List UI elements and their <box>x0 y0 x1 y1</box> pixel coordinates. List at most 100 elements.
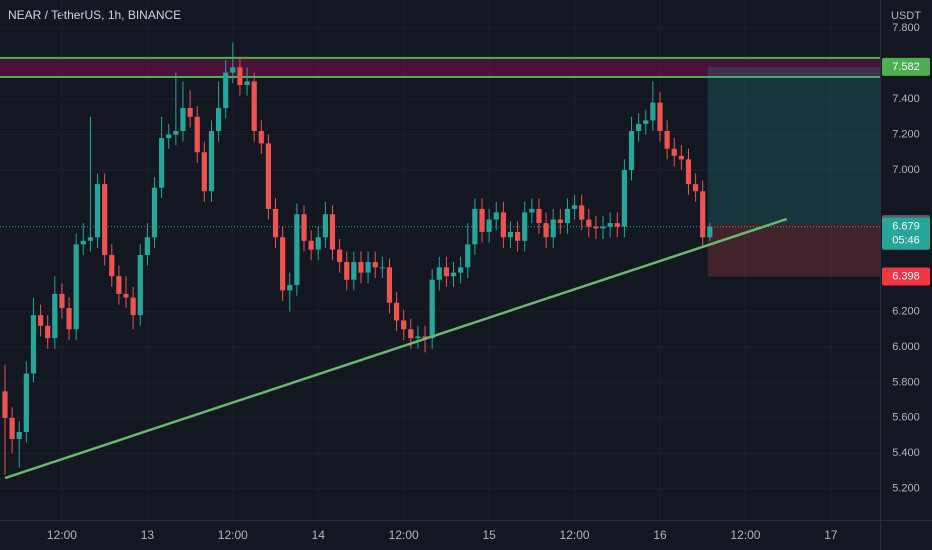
candle-body <box>166 134 172 139</box>
trendline <box>4 217 788 480</box>
candle-body <box>678 155 684 160</box>
candle-body <box>372 262 378 268</box>
candle-body <box>45 325 51 339</box>
candle-body <box>500 212 506 238</box>
candle-body <box>109 254 115 277</box>
candle-body <box>600 226 606 229</box>
candle-body <box>315 237 321 250</box>
candle-body <box>636 123 642 132</box>
profit-zone <box>707 66 880 225</box>
candle-body <box>607 223 613 227</box>
candle-body <box>280 237 286 291</box>
last-price-label-bg <box>882 217 930 250</box>
chart-title: NEAR / TetherUS, 1h, BINANCE <box>8 8 181 22</box>
candle-body <box>557 219 563 224</box>
target-price-label: 7.582 <box>892 61 920 73</box>
candle-body <box>66 308 72 330</box>
candle-body <box>322 214 328 238</box>
candle-body <box>73 244 79 330</box>
candle-body <box>87 237 94 241</box>
x-tick-label: 17 <box>824 528 838 542</box>
candle-body <box>80 240 86 245</box>
candle-body <box>586 219 592 227</box>
candle-body <box>365 262 371 273</box>
y-tick-label: 5.400 <box>892 447 920 459</box>
candle-body <box>543 223 549 238</box>
candle-body <box>30 315 37 374</box>
candle-body <box>102 184 108 255</box>
stop-price-label: 6.398 <box>892 270 920 282</box>
candle-body <box>564 208 571 224</box>
candle-body <box>628 131 635 170</box>
candle-body <box>393 302 400 321</box>
candle-body <box>707 226 713 238</box>
candle-body <box>194 116 200 153</box>
x-tick-label: 12:00 <box>47 528 77 542</box>
x-tick-label: 12:00 <box>730 528 760 542</box>
candle-body <box>52 293 58 339</box>
candle-body <box>301 214 307 241</box>
candle-body <box>443 267 450 277</box>
candle-body <box>429 279 435 339</box>
candle-body <box>9 417 15 440</box>
candle-body <box>16 432 22 440</box>
x-tick-label: 14 <box>312 528 326 542</box>
candle-body <box>436 267 442 280</box>
y-tick-label: 7.200 <box>892 128 920 140</box>
candle-body <box>223 72 229 109</box>
candle-body <box>358 262 364 273</box>
candle-body <box>536 208 542 224</box>
candle-body <box>123 293 129 298</box>
candle-body <box>159 138 165 188</box>
candle-body <box>450 272 457 277</box>
y-tick-label: 5.600 <box>892 412 920 424</box>
candle-body <box>351 262 357 280</box>
target-price-label-bg <box>882 57 930 76</box>
x-tick-label: 12:00 <box>218 528 248 542</box>
candle-body <box>493 212 499 220</box>
y-tick-label: 6.200 <box>892 306 920 318</box>
candle-body <box>294 214 300 286</box>
candle-body <box>59 293 65 309</box>
candle-body <box>379 267 385 269</box>
candle-body <box>465 244 471 268</box>
candle-body <box>550 219 556 238</box>
candle-body <box>579 205 585 220</box>
candle-body <box>37 315 44 326</box>
candle-body <box>657 102 663 132</box>
candle-body <box>692 184 699 192</box>
candle-body <box>515 231 521 241</box>
candle-body <box>308 240 314 250</box>
candle-body <box>422 336 428 339</box>
x-tick-label: 12:00 <box>389 528 419 542</box>
candle-body <box>621 169 628 227</box>
y-tick-label: 5.200 <box>892 483 920 495</box>
y-unit: USDT <box>891 10 921 22</box>
candle-body <box>671 148 677 156</box>
candle-body <box>144 237 150 255</box>
candle-body <box>151 187 158 238</box>
y-tick-label: 6.000 <box>892 341 920 353</box>
candle-body <box>643 120 649 124</box>
y-tick-label: 7.400 <box>892 93 920 105</box>
candle-body <box>522 212 528 241</box>
candle-body <box>614 223 620 227</box>
candle-body <box>2 391 8 418</box>
candle-body <box>187 108 193 117</box>
candle-body <box>230 67 236 73</box>
x-tick-label: 15 <box>482 528 496 542</box>
candle-body <box>486 219 492 232</box>
candle-body <box>408 329 414 339</box>
candle-body <box>344 262 350 280</box>
candle-body <box>472 208 478 245</box>
candle-body <box>685 159 692 185</box>
candle-body <box>173 131 179 135</box>
candle-body <box>458 267 464 273</box>
candle-body <box>251 81 257 132</box>
candle-body <box>529 208 535 213</box>
candle-body <box>337 249 343 263</box>
candle-body <box>329 214 336 250</box>
y-tick-label: 7.000 <box>892 164 920 176</box>
y-tick-label: 5.800 <box>892 376 920 388</box>
last-price-label: 6.679 <box>892 221 920 233</box>
